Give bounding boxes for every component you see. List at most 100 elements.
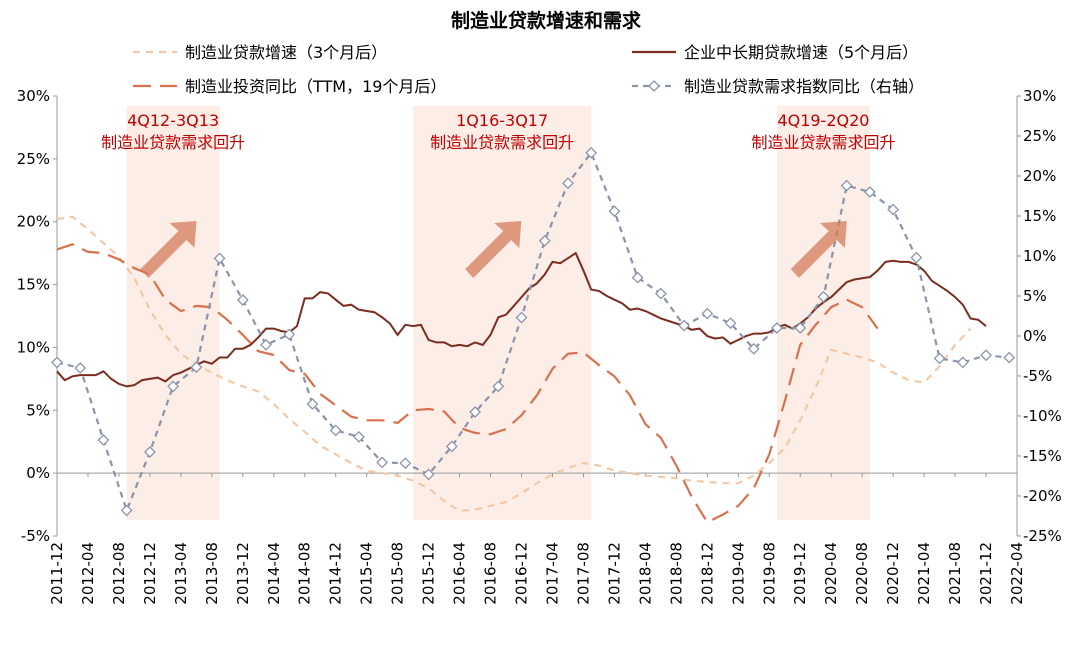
- x-tick-label: 2020-12: [884, 542, 902, 605]
- x-tick-label: 2018-12: [698, 542, 716, 605]
- x-tick-label: 2013-04: [172, 542, 190, 605]
- legend-label: 企业中长期贷款增速（5个月后）: [684, 43, 918, 62]
- data-point-marker: [422, 468, 435, 481]
- axes: 30% 25% 20% 15% 10% 5% 0% -5% 30% 25% 20% 15% 10% 5% 0…: [17, 87, 1062, 605]
- trend-arrow-icon: [140, 221, 197, 278]
- data-point-marker: [747, 342, 760, 355]
- annotation-text: 制造业贷款需求回升: [430, 133, 574, 152]
- data-point-marker: [399, 457, 412, 470]
- data-point-marker: [910, 251, 923, 264]
- annotation-period: 4Q19-2Q20: [777, 111, 869, 130]
- legend: 制造业贷款增速（3个月后） 企业中长期贷款增速（5个月后） 制造业投资同比（TTM，…: [133, 43, 924, 96]
- x-tick-label: 2016-04: [451, 542, 469, 605]
- series-line: [56, 251, 987, 388]
- x-tick-label: 2013-12: [234, 542, 252, 605]
- right-tick-label: 15%: [1023, 207, 1056, 225]
- x-tick-label: 2013-08: [203, 542, 221, 605]
- left-tick-label: -5%: [21, 527, 50, 545]
- data-point-marker: [678, 319, 691, 332]
- series-lines: [51, 146, 1016, 524]
- right-tick-label: 10%: [1023, 247, 1056, 265]
- x-tick-label: 2015-08: [389, 542, 407, 605]
- data-point-marker: [445, 440, 458, 453]
- left-tick-label: 15%: [17, 276, 50, 294]
- right-tick-label: -10%: [1023, 407, 1062, 425]
- x-tick-label: 2016-12: [513, 542, 531, 605]
- data-point-marker: [213, 252, 226, 265]
- right-tick-label: 20%: [1023, 167, 1056, 185]
- x-tick-label: 2016-08: [482, 542, 500, 605]
- x-tick-label: 2014-12: [327, 542, 345, 605]
- right-tick-label: -5%: [1023, 367, 1052, 385]
- chart-title: 制造业贷款增速和需求: [451, 9, 642, 32]
- x-tick-label: 2018-04: [636, 542, 654, 605]
- right-tick-label: -20%: [1023, 487, 1062, 505]
- data-point-marker: [608, 205, 621, 218]
- right-tick-label: -25%: [1023, 527, 1062, 545]
- data-point-marker: [701, 307, 714, 320]
- data-point-marker: [771, 322, 783, 334]
- x-tick-label: 2014-04: [265, 542, 283, 605]
- x-tick-label: 2017-08: [574, 542, 592, 605]
- annotation-period: 4Q12-3Q13: [127, 111, 219, 130]
- data-point-marker: [840, 179, 853, 192]
- right-tick-label: 25%: [1023, 127, 1056, 145]
- data-point-marker: [236, 294, 249, 306]
- shaded-period: [777, 106, 870, 520]
- data-point-marker: [283, 328, 296, 341]
- data-point-marker: [562, 177, 574, 190]
- left-tick-label: 30%: [17, 87, 50, 105]
- x-tick-label: 2021-04: [915, 542, 933, 605]
- legend-label: 制造业贷款增速（3个月后）: [185, 43, 387, 62]
- right-tick-label: 5%: [1023, 287, 1047, 305]
- trend-arrow-icon: [465, 221, 522, 278]
- data-point-marker: [794, 322, 807, 334]
- annotation-text: 制造业贷款需求回升: [101, 133, 245, 152]
- data-point-marker: [74, 362, 87, 374]
- data-point-marker: [724, 317, 737, 330]
- series-line: [56, 243, 879, 524]
- legend-marker: [648, 80, 660, 92]
- left-tick-label: 20%: [17, 213, 50, 231]
- x-tick-label: 2015-12: [420, 542, 438, 605]
- annotations: 4Q12-3Q13 制造业贷款需求回升 1Q16-3Q17 制造业贷款需求回升 4Q19…: [101, 111, 895, 278]
- x-tick-label: 2012-08: [110, 542, 128, 605]
- annotation-period: 1Q16-3Q17: [456, 111, 548, 130]
- data-point-marker: [654, 287, 667, 300]
- data-point-marker: [353, 430, 365, 443]
- data-point-marker: [585, 146, 598, 159]
- shaded-periods: [126, 106, 870, 520]
- x-tick-label: 2018-08: [667, 542, 685, 605]
- data-point-marker: [167, 380, 180, 393]
- data-point-marker: [817, 290, 830, 303]
- annotation-text: 制造业贷款需求回升: [751, 133, 895, 152]
- data-point-marker: [515, 311, 528, 324]
- x-tick-label: 2017-12: [605, 542, 623, 605]
- data-point-marker: [329, 424, 342, 437]
- data-point-marker: [492, 380, 505, 393]
- x-tick-label: 2017-04: [543, 542, 561, 605]
- x-tick-label: 2021-08: [946, 542, 964, 605]
- legend-label: 制造业贷款需求指数同比（右轴）: [684, 77, 924, 96]
- x-tick-label: 2021-12: [977, 542, 995, 605]
- left-tick-label: 10%: [17, 338, 50, 356]
- x-tick-label: 2020-08: [853, 542, 871, 605]
- data-point-marker: [956, 356, 969, 369]
- data-point-marker: [51, 356, 63, 369]
- x-tick-label: 2019-04: [729, 542, 747, 605]
- left-tick-label: 5%: [26, 401, 50, 419]
- left-tick-label: 0%: [26, 464, 50, 482]
- data-point-marker: [376, 456, 389, 469]
- series-line: [56, 215, 972, 513]
- legend-label: 制造业投资同比（TTM，19个月后）: [185, 77, 446, 96]
- x-tick-label: 2015-04: [358, 542, 376, 605]
- data-point-marker: [631, 271, 644, 284]
- data-point-marker: [980, 349, 992, 362]
- x-tick-label: 2019-08: [760, 542, 778, 605]
- data-point-marker: [120, 504, 133, 517]
- data-point-marker: [190, 361, 203, 374]
- x-tick-label: 2022-04: [1008, 542, 1026, 605]
- data-point-marker: [933, 352, 946, 365]
- data-point-marker: [97, 434, 110, 446]
